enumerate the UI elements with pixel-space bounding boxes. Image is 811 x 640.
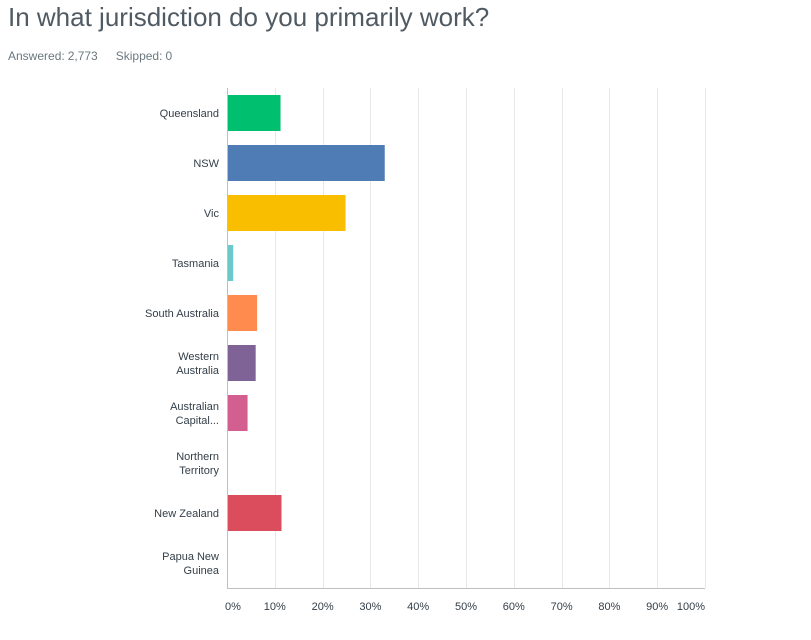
x-tick-label: 20% <box>312 601 334 613</box>
bar <box>227 345 256 381</box>
category-label: New Zealand <box>154 508 219 520</box>
bar <box>227 395 248 431</box>
answered-count: 2,773 <box>67 49 98 63</box>
bar <box>227 145 385 181</box>
category-label-line: Papua New <box>162 551 219 563</box>
category-label-line: Northern <box>176 451 219 463</box>
category-label-line: Australian <box>170 401 219 413</box>
category-label-line: Territory <box>179 465 219 477</box>
response-stats: Answered: 2,773 Skipped: 0 <box>8 49 190 63</box>
category-label: Papua New Guinea <box>162 551 220 577</box>
category-label-line: Vic <box>204 208 220 220</box>
category-label-line: South Australia <box>145 308 220 320</box>
category-label: Queensland <box>160 108 219 120</box>
category-label-line: Capital... <box>176 415 219 427</box>
category-label: Australian Capital... <box>170 401 219 427</box>
skipped-count: 0 <box>165 49 173 63</box>
bar <box>227 495 282 531</box>
category-label-line: NSW <box>193 158 219 170</box>
x-tick-label: 40% <box>407 601 429 613</box>
category-label: South Australia <box>145 308 220 320</box>
category-label: Vic <box>204 208 220 220</box>
category-label-line: New Zealand <box>154 508 219 520</box>
x-tick-label: 50% <box>455 601 477 613</box>
category-label-line: Guinea <box>184 565 220 577</box>
category-label: Northern Territory <box>176 451 219 477</box>
x-tick-label: 70% <box>551 601 573 613</box>
x-tick-label: 80% <box>598 601 620 613</box>
category-label: Western Australia <box>176 351 220 377</box>
category-label-line: Tasmania <box>172 258 220 270</box>
x-tick-label: 60% <box>503 601 525 613</box>
bar <box>227 295 258 331</box>
skipped-label: Skipped: <box>115 49 163 63</box>
question-title: In what jurisdiction do you primarily wo… <box>8 2 490 32</box>
category-label-line: Queensland <box>160 108 219 120</box>
category-label-line: Western <box>178 351 219 363</box>
bar <box>227 195 346 231</box>
x-tick-label: 30% <box>359 601 381 613</box>
x-tick-label: 10% <box>264 601 286 613</box>
category-label: Tasmania <box>172 258 220 270</box>
bar <box>227 95 281 131</box>
x-tick-label: 0% <box>225 601 241 613</box>
category-label: NSW <box>193 158 219 170</box>
category-label-line: Australia <box>176 365 220 377</box>
answered-label: Answered: <box>8 49 65 63</box>
bar <box>227 245 234 281</box>
x-tick-label: 90% <box>646 601 668 613</box>
x-tick-label: 100% <box>677 601 705 613</box>
